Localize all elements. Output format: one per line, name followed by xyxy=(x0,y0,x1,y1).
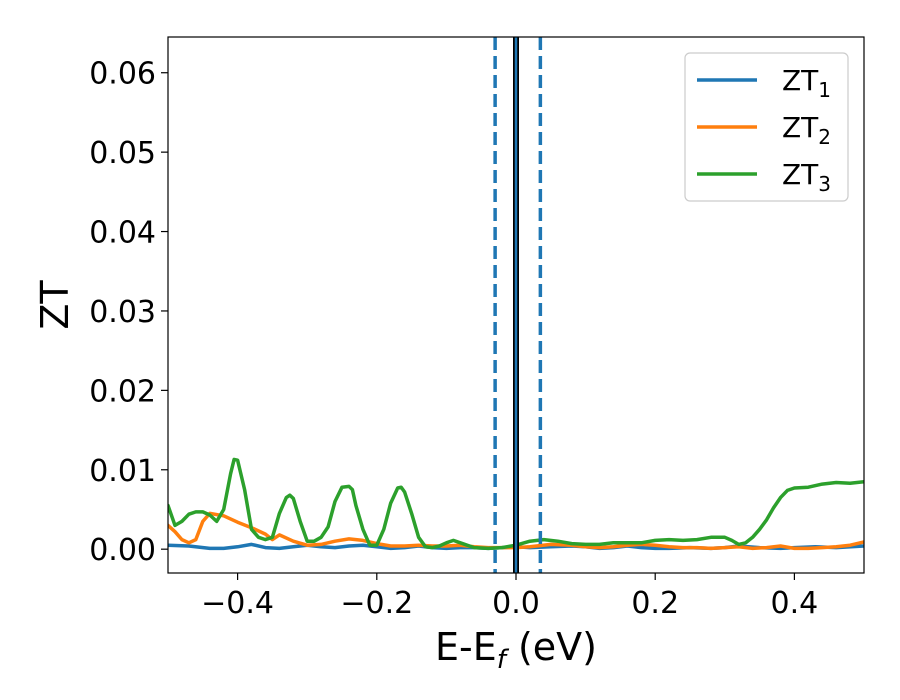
x-tick-label: 0.4 xyxy=(771,586,819,621)
legend: ZT1 ZT2 ZT3 xyxy=(684,52,849,202)
series-line-zt3 xyxy=(168,457,864,551)
y-tick-label: 0.03 xyxy=(89,295,156,330)
legend-label-zt1: ZT1 xyxy=(782,64,831,102)
x-tick-label: −0.4 xyxy=(201,586,274,621)
y-tick-label: 0.05 xyxy=(89,136,156,171)
legend-label-zt2: ZT2 xyxy=(782,111,831,149)
axes: −0.4 −0.2 0.0 0.2 0.4 0.00 0.01 0.02 0.03 0.04 0.0… xyxy=(33,36,865,675)
x-tick-label: −0.2 xyxy=(340,586,413,621)
x-tick-label: 0.2 xyxy=(631,586,679,621)
y-tick-label: 0.04 xyxy=(89,216,156,251)
legend-label-zt3: ZT3 xyxy=(782,158,831,196)
y-tick-label: 0.00 xyxy=(89,533,156,568)
y-tick-label: 0.06 xyxy=(89,57,156,92)
legend-box xyxy=(684,52,849,202)
y-axis-label: ZT xyxy=(33,280,77,330)
y-tick-label: 0.01 xyxy=(89,454,156,489)
x-tick-label: 0.0 xyxy=(492,586,540,621)
plot-area xyxy=(168,37,864,573)
y-tick-label: 0.02 xyxy=(89,374,156,409)
x-axis-label: E-Ef (eV) xyxy=(435,625,597,675)
